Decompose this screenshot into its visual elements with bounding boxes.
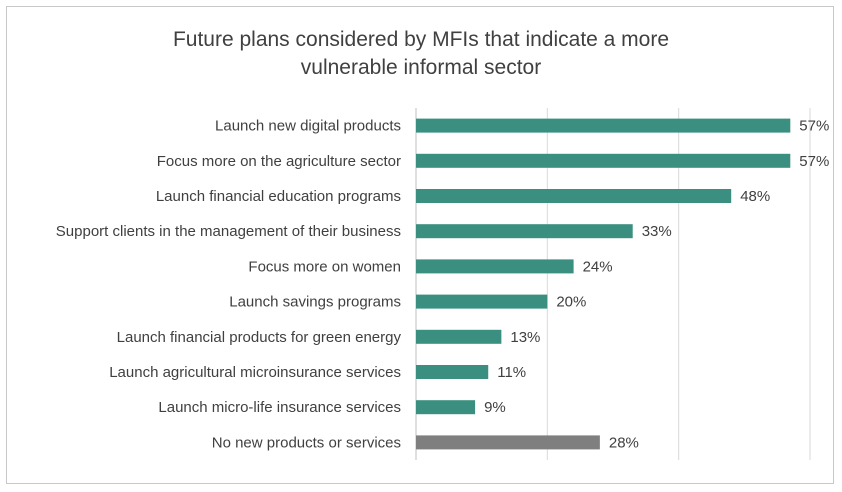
- data-label: 33%: [642, 223, 672, 240]
- data-label: 57%: [799, 153, 829, 170]
- category-label: Launch financial products for green ener…: [117, 329, 402, 346]
- chart-title-line-2: vulnerable informal sector: [300, 56, 542, 79]
- bar: [416, 224, 633, 239]
- category-label: Launch micro-life insurance services: [158, 399, 401, 416]
- bar: [416, 259, 574, 274]
- data-label: 28%: [609, 434, 639, 451]
- bar: [416, 189, 732, 203]
- category-label: Launch new digital products: [215, 118, 401, 135]
- bar: [416, 294, 548, 309]
- category-label: Support clients in the management of the…: [56, 223, 401, 240]
- chart-title-line-1: Future plans considered by MFIs that ind…: [172, 28, 670, 51]
- value-labels: 57% 57% 48% 33% 24% 20% 13% 11% 9% 28%: [484, 118, 829, 452]
- bar: [416, 118, 791, 133]
- category-label: Focus more on the agriculture sector: [157, 153, 401, 170]
- bar: [416, 365, 489, 379]
- category-label: Focus more on women: [248, 258, 401, 275]
- bars: [416, 118, 791, 450]
- category-label: Launch financial education programs: [156, 188, 401, 205]
- data-label: 11%: [497, 364, 526, 381]
- data-label: 57%: [799, 118, 829, 135]
- data-label: 48%: [740, 188, 770, 205]
- data-label: 20%: [556, 294, 586, 311]
- category-labels: Launch new digital products Focus more on…: [56, 118, 402, 452]
- data-label: 24%: [583, 258, 613, 275]
- chart-title: Future plans considered by MFIs that ind…: [0, 26, 842, 82]
- bar: [416, 153, 791, 168]
- bar: [416, 400, 476, 415]
- category-label: Launch agricultural microinsurance servi…: [109, 364, 401, 381]
- data-label: 13%: [510, 329, 540, 346]
- data-label: 9%: [484, 399, 506, 416]
- category-label: Launch savings programs: [229, 294, 401, 311]
- category-label: No new products or services: [212, 434, 401, 451]
- bar: [416, 435, 600, 450]
- bar: [416, 329, 502, 344]
